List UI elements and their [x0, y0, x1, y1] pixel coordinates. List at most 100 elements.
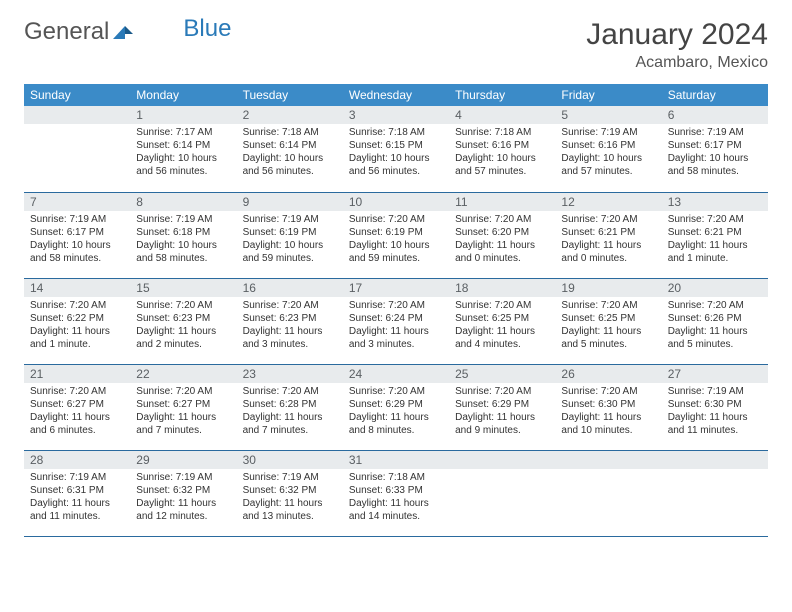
weekday-header: Friday — [555, 84, 661, 106]
sunrise-text: Sunrise: 7:20 AM — [30, 299, 124, 312]
day-number: 9 — [237, 193, 343, 211]
calendar-day-cell: 16Sunrise: 7:20 AMSunset: 6:23 PMDayligh… — [237, 278, 343, 364]
header: General Blue January 2024 Acambaro, Mexi… — [24, 18, 768, 72]
day-number: 14 — [24, 279, 130, 297]
day-number: 30 — [237, 451, 343, 469]
calendar-day-cell: 8Sunrise: 7:19 AMSunset: 6:18 PMDaylight… — [130, 192, 236, 278]
day-number: 22 — [130, 365, 236, 383]
day-number — [449, 451, 555, 469]
day-details: Sunrise: 7:20 AMSunset: 6:23 PMDaylight:… — [237, 297, 343, 355]
calendar-week-row: 1Sunrise: 7:17 AMSunset: 6:14 PMDaylight… — [24, 106, 768, 192]
day-number: 23 — [237, 365, 343, 383]
sunset-text: Sunset: 6:25 PM — [455, 312, 549, 325]
sunrise-text: Sunrise: 7:18 AM — [455, 126, 549, 139]
sunset-text: Sunset: 6:33 PM — [349, 484, 443, 497]
sunset-text: Sunset: 6:14 PM — [136, 139, 230, 152]
sunset-text: Sunset: 6:28 PM — [243, 398, 337, 411]
day-details: Sunrise: 7:20 AMSunset: 6:26 PMDaylight:… — [662, 297, 768, 355]
logo-triangle-icon — [113, 18, 133, 46]
day-number: 2 — [237, 106, 343, 124]
sunrise-text: Sunrise: 7:19 AM — [668, 385, 762, 398]
sunrise-text: Sunrise: 7:19 AM — [561, 126, 655, 139]
day-details: Sunrise: 7:20 AMSunset: 6:19 PMDaylight:… — [343, 211, 449, 269]
calendar-day-cell — [555, 450, 661, 536]
day-number: 7 — [24, 193, 130, 211]
sunset-text: Sunset: 6:24 PM — [349, 312, 443, 325]
daylight-text: Daylight: 11 hours and 1 minute. — [668, 239, 762, 265]
day-details: Sunrise: 7:18 AMSunset: 6:15 PMDaylight:… — [343, 124, 449, 182]
day-number: 5 — [555, 106, 661, 124]
daylight-text: Daylight: 10 hours and 59 minutes. — [243, 239, 337, 265]
day-number: 31 — [343, 451, 449, 469]
weekday-header: Sunday — [24, 84, 130, 106]
daylight-text: Daylight: 11 hours and 0 minutes. — [561, 239, 655, 265]
day-number: 1 — [130, 106, 236, 124]
calendar-day-cell: 7Sunrise: 7:19 AMSunset: 6:17 PMDaylight… — [24, 192, 130, 278]
day-number: 19 — [555, 279, 661, 297]
day-number: 17 — [343, 279, 449, 297]
sunset-text: Sunset: 6:17 PM — [30, 226, 124, 239]
sunset-text: Sunset: 6:21 PM — [668, 226, 762, 239]
calendar-day-cell: 19Sunrise: 7:20 AMSunset: 6:25 PMDayligh… — [555, 278, 661, 364]
day-details: Sunrise: 7:19 AMSunset: 6:32 PMDaylight:… — [130, 469, 236, 527]
day-details: Sunrise: 7:20 AMSunset: 6:29 PMDaylight:… — [343, 383, 449, 441]
day-number: 4 — [449, 106, 555, 124]
calendar-day-cell: 20Sunrise: 7:20 AMSunset: 6:26 PMDayligh… — [662, 278, 768, 364]
day-number — [555, 451, 661, 469]
calendar-day-cell: 3Sunrise: 7:18 AMSunset: 6:15 PMDaylight… — [343, 106, 449, 192]
sunrise-text: Sunrise: 7:19 AM — [243, 471, 337, 484]
day-number: 10 — [343, 193, 449, 211]
sunrise-text: Sunrise: 7:19 AM — [136, 471, 230, 484]
daylight-text: Daylight: 10 hours and 59 minutes. — [349, 239, 443, 265]
sunrise-text: Sunrise: 7:19 AM — [668, 126, 762, 139]
day-number: 15 — [130, 279, 236, 297]
calendar-day-cell: 26Sunrise: 7:20 AMSunset: 6:30 PMDayligh… — [555, 364, 661, 450]
weekday-header: Tuesday — [237, 84, 343, 106]
sunset-text: Sunset: 6:18 PM — [136, 226, 230, 239]
day-details: Sunrise: 7:20 AMSunset: 6:30 PMDaylight:… — [555, 383, 661, 441]
sunrise-text: Sunrise: 7:20 AM — [561, 213, 655, 226]
location: Acambaro, Mexico — [586, 54, 768, 72]
day-details: Sunrise: 7:20 AMSunset: 6:27 PMDaylight:… — [24, 383, 130, 441]
daylight-text: Daylight: 11 hours and 11 minutes. — [668, 411, 762, 437]
sunrise-text: Sunrise: 7:20 AM — [455, 385, 549, 398]
daylight-text: Daylight: 10 hours and 56 minutes. — [136, 152, 230, 178]
sunset-text: Sunset: 6:32 PM — [136, 484, 230, 497]
calendar-day-cell: 18Sunrise: 7:20 AMSunset: 6:25 PMDayligh… — [449, 278, 555, 364]
sunset-text: Sunset: 6:30 PM — [561, 398, 655, 411]
sunset-text: Sunset: 6:23 PM — [136, 312, 230, 325]
sunrise-text: Sunrise: 7:20 AM — [136, 385, 230, 398]
daylight-text: Daylight: 11 hours and 6 minutes. — [30, 411, 124, 437]
calendar-week-row: 7Sunrise: 7:19 AMSunset: 6:17 PMDaylight… — [24, 192, 768, 278]
sunset-text: Sunset: 6:22 PM — [30, 312, 124, 325]
sunrise-text: Sunrise: 7:20 AM — [455, 299, 549, 312]
day-details: Sunrise: 7:20 AMSunset: 6:24 PMDaylight:… — [343, 297, 449, 355]
sunrise-text: Sunrise: 7:20 AM — [243, 299, 337, 312]
sunrise-text: Sunrise: 7:20 AM — [668, 299, 762, 312]
daylight-text: Daylight: 11 hours and 7 minutes. — [136, 411, 230, 437]
daylight-text: Daylight: 11 hours and 0 minutes. — [455, 239, 549, 265]
sunrise-text: Sunrise: 7:20 AM — [349, 299, 443, 312]
logo-text-gray: General — [24, 18, 109, 46]
day-number: 25 — [449, 365, 555, 383]
day-number: 12 — [555, 193, 661, 211]
day-details: Sunrise: 7:20 AMSunset: 6:29 PMDaylight:… — [449, 383, 555, 441]
daylight-text: Daylight: 10 hours and 58 minutes. — [668, 152, 762, 178]
day-number: 27 — [662, 365, 768, 383]
sunrise-text: Sunrise: 7:20 AM — [561, 385, 655, 398]
day-number — [24, 106, 130, 124]
calendar-day-cell: 27Sunrise: 7:19 AMSunset: 6:30 PMDayligh… — [662, 364, 768, 450]
day-details: Sunrise: 7:18 AMSunset: 6:16 PMDaylight:… — [449, 124, 555, 182]
sunset-text: Sunset: 6:25 PM — [561, 312, 655, 325]
sunset-text: Sunset: 6:29 PM — [349, 398, 443, 411]
daylight-text: Daylight: 11 hours and 12 minutes. — [136, 497, 230, 523]
sunset-text: Sunset: 6:29 PM — [455, 398, 549, 411]
day-details: Sunrise: 7:20 AMSunset: 6:20 PMDaylight:… — [449, 211, 555, 269]
logo-text-blue: Blue — [183, 15, 231, 43]
daylight-text: Daylight: 11 hours and 3 minutes. — [349, 325, 443, 351]
sunrise-text: Sunrise: 7:20 AM — [668, 213, 762, 226]
title-block: January 2024 Acambaro, Mexico — [586, 18, 768, 72]
day-number: 24 — [343, 365, 449, 383]
day-details: Sunrise: 7:20 AMSunset: 6:28 PMDaylight:… — [237, 383, 343, 441]
weekday-header: Thursday — [449, 84, 555, 106]
